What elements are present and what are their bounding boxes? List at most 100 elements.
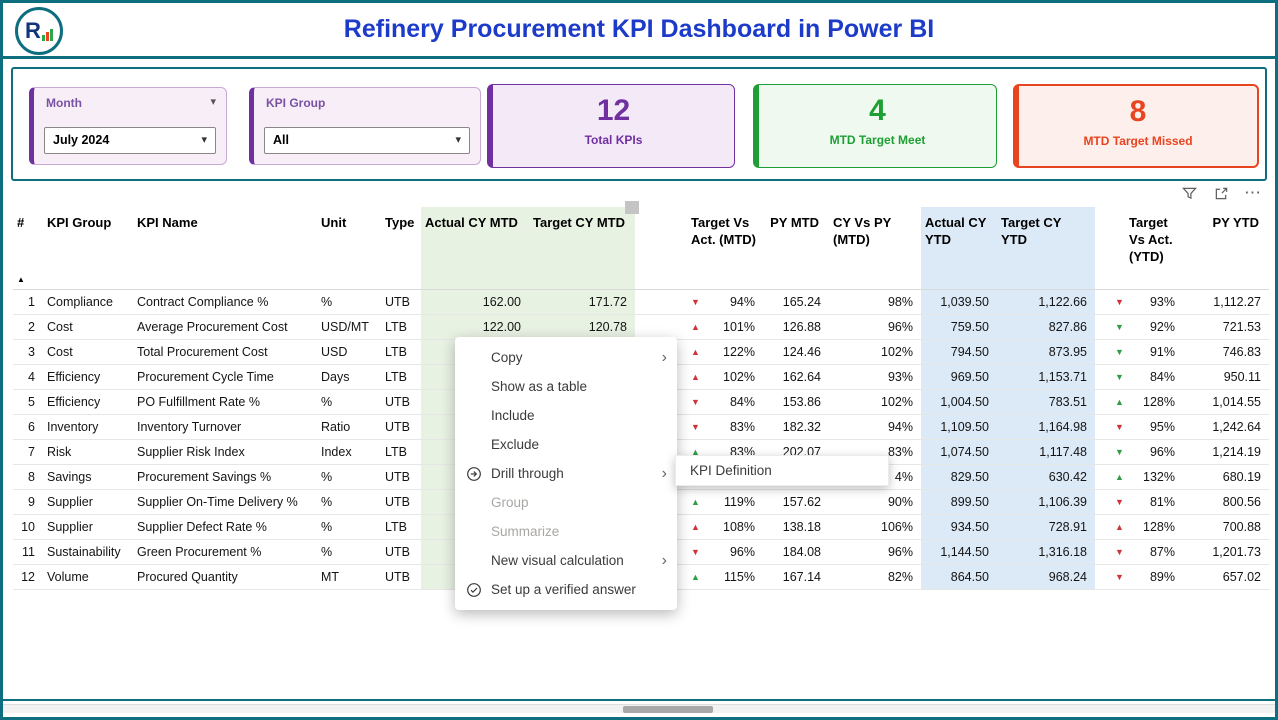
- cell-target_ytd[interactable]: 968.24: [997, 564, 1095, 590]
- column-header-unit[interactable]: Unit: [321, 215, 347, 230]
- cell-py_ytd[interactable]: 1,242.64: [1183, 414, 1269, 440]
- cell-unit[interactable]: Ratio: [317, 414, 381, 440]
- column-header-tva_ytd[interactable]: Target Vs Act. (YTD): [1129, 215, 1173, 264]
- cell-name[interactable]: Procurement Savings %: [133, 464, 317, 490]
- cell-type[interactable]: UTB: [381, 414, 421, 440]
- cell-target_ytd[interactable]: 1,122.66: [997, 288, 1095, 315]
- cell-unit[interactable]: %: [317, 288, 381, 315]
- cell-actual_ytd[interactable]: 1,109.50: [921, 414, 997, 440]
- cell-type[interactable]: LTB: [381, 439, 421, 465]
- cell-cyvspy[interactable]: 102%: [829, 339, 921, 365]
- drill-through-submenu-item[interactable]: KPI Definition: [675, 455, 889, 486]
- focus-mode-icon[interactable]: [1213, 185, 1229, 201]
- chevron-down-icon[interactable]: ▾: [201, 134, 207, 146]
- cell-unit[interactable]: USD: [317, 339, 381, 365]
- cell-name[interactable]: Procured Quantity: [133, 564, 317, 590]
- cell-actual_mtd[interactable]: 122.00: [421, 314, 529, 340]
- menu-item-exclude[interactable]: Exclude: [455, 430, 677, 459]
- cell-tva_ytd[interactable]: ▲ 128%: [1095, 514, 1183, 540]
- cell-idx[interactable]: 11: [13, 539, 43, 565]
- cell-idx[interactable]: 7: [13, 439, 43, 465]
- cell-py_ytd[interactable]: 1,014.55: [1183, 389, 1269, 415]
- cell-target_ytd[interactable]: 827.86: [997, 314, 1095, 340]
- menu-item-show-as-a-table[interactable]: Show as a table: [455, 372, 677, 401]
- cell-target_mtd[interactable]: 171.72: [529, 288, 635, 315]
- cell-group[interactable]: Savings: [43, 464, 133, 490]
- cell-actual_ytd[interactable]: 1,074.50: [921, 439, 997, 465]
- cell-py_mtd[interactable]: 182.32: [765, 414, 829, 440]
- cell-py_ytd[interactable]: 700.88: [1183, 514, 1269, 540]
- chevron-down-icon[interactable]: ▾: [210, 96, 216, 108]
- cell-target_ytd[interactable]: 873.95: [997, 339, 1095, 365]
- cell-actual_ytd[interactable]: 794.50: [921, 339, 997, 365]
- cell-name[interactable]: Supplier On-Time Delivery %: [133, 489, 317, 515]
- cell-py_ytd[interactable]: 746.83: [1183, 339, 1269, 365]
- cell-name[interactable]: PO Fulfillment Rate %: [133, 389, 317, 415]
- cell-name[interactable]: Supplier Risk Index: [133, 439, 317, 465]
- cell-idx[interactable]: 12: [13, 564, 43, 590]
- cell-actual_ytd[interactable]: 934.50: [921, 514, 997, 540]
- month-dropdown[interactable]: July 2024 ▾: [44, 127, 216, 154]
- cell-tva_ytd[interactable]: ▼ 95%: [1095, 414, 1183, 440]
- cell-group[interactable]: Inventory: [43, 414, 133, 440]
- cell-tva_ytd[interactable]: ▼ 81%: [1095, 489, 1183, 515]
- cell-group[interactable]: Cost: [43, 314, 133, 340]
- cell-py_mtd[interactable]: 153.86: [765, 389, 829, 415]
- cell-py_ytd[interactable]: 1,201.73: [1183, 539, 1269, 565]
- cell-tva_ytd[interactable]: ▼ 92%: [1095, 314, 1183, 340]
- cell-tva_mtd[interactable]: ▲ 101%: [687, 314, 765, 340]
- cell-target_ytd[interactable]: 1,316.18: [997, 539, 1095, 565]
- cell-cyvspy[interactable]: 94%: [829, 414, 921, 440]
- cell-name[interactable]: Procurement Cycle Time: [133, 364, 317, 390]
- cell-type[interactable]: UTB: [381, 539, 421, 565]
- cell-target_mtd[interactable]: 120.78: [529, 314, 635, 340]
- cell-name[interactable]: Total Procurement Cost: [133, 339, 317, 365]
- cell-py_mtd[interactable]: 138.18: [765, 514, 829, 540]
- cell-name[interactable]: Supplier Defect Rate %: [133, 514, 317, 540]
- cell-type[interactable]: UTB: [381, 489, 421, 515]
- column-header-name[interactable]: KPI Name: [137, 215, 198, 230]
- column-header-py_ytd[interactable]: PY YTD: [1212, 215, 1259, 230]
- cell-type[interactable]: UTB: [381, 389, 421, 415]
- cell-target_ytd[interactable]: 783.51: [997, 389, 1095, 415]
- cell-actual_ytd[interactable]: 759.50: [921, 314, 997, 340]
- cell-actual_ytd[interactable]: 1,039.50: [921, 288, 997, 315]
- cell-py_mtd[interactable]: 157.62: [765, 489, 829, 515]
- column-header-py_mtd[interactable]: PY MTD: [770, 215, 819, 230]
- cell-unit[interactable]: MT: [317, 564, 381, 590]
- cell-unit[interactable]: %: [317, 389, 381, 415]
- cell-idx[interactable]: 8: [13, 464, 43, 490]
- cell-cyvspy[interactable]: 102%: [829, 389, 921, 415]
- cell-actual_mtd[interactable]: 162.00: [421, 288, 529, 315]
- cell-cyvspy[interactable]: 98%: [829, 288, 921, 315]
- cell-tva_ytd[interactable]: ▼ 84%: [1095, 364, 1183, 390]
- cell-target_ytd[interactable]: 1,164.98: [997, 414, 1095, 440]
- cell-cyvspy[interactable]: 96%: [829, 539, 921, 565]
- cell-py_mtd[interactable]: 184.08: [765, 539, 829, 565]
- horizontal-scrollbar-thumb[interactable]: [623, 706, 713, 713]
- cell-type[interactable]: UTB: [381, 564, 421, 590]
- cell-tva_ytd[interactable]: ▼ 93%: [1095, 288, 1183, 315]
- cell-cyvspy[interactable]: 96%: [829, 314, 921, 340]
- cell-tva_ytd[interactable]: ▼ 87%: [1095, 539, 1183, 565]
- cell-type[interactable]: LTB: [381, 514, 421, 540]
- cell-tva_ytd[interactable]: ▲ 128%: [1095, 389, 1183, 415]
- chevron-down-icon[interactable]: ▾: [455, 134, 461, 146]
- cell-name[interactable]: Contract Compliance %: [133, 288, 317, 315]
- cell-idx[interactable]: 3: [13, 339, 43, 365]
- cell-group[interactable]: Risk: [43, 439, 133, 465]
- cell-tva_mtd[interactable]: ▲ 119%: [687, 489, 765, 515]
- cell-target_ytd[interactable]: 1,117.48: [997, 439, 1095, 465]
- column-header-cyvspy[interactable]: CY Vs PY (MTD): [833, 215, 892, 247]
- cell-group[interactable]: Compliance: [43, 288, 133, 315]
- cell-py_ytd[interactable]: 657.02: [1183, 564, 1269, 590]
- cell-cyvspy[interactable]: 90%: [829, 489, 921, 515]
- cell-group[interactable]: Cost: [43, 339, 133, 365]
- cell-unit[interactable]: %: [317, 464, 381, 490]
- menu-item-drill-through[interactable]: Drill through ›: [455, 459, 677, 488]
- cell-tva_mtd[interactable]: ▲ 115%: [687, 564, 765, 590]
- cell-idx[interactable]: 4: [13, 364, 43, 390]
- cell-group[interactable]: Efficiency: [43, 364, 133, 390]
- menu-item-copy[interactable]: Copy ›: [455, 343, 677, 372]
- column-header-actual_ytd[interactable]: Actual CY YTD: [921, 207, 997, 289]
